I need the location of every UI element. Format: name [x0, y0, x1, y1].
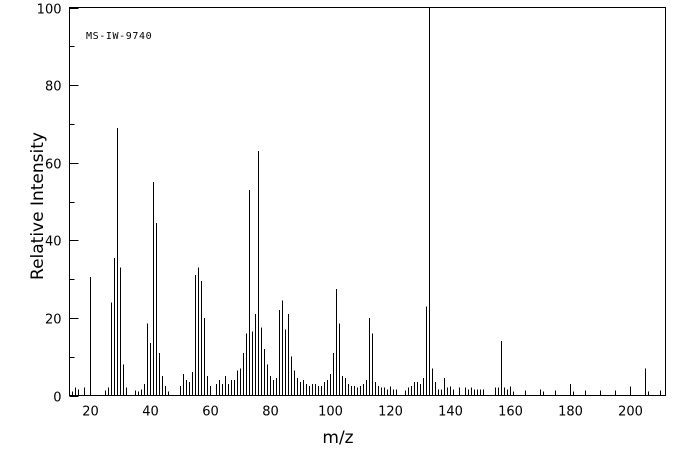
x-tick-label: 100 — [318, 405, 343, 420]
y-tick-label: 100 — [37, 3, 62, 18]
y-tick-label: 20 — [45, 313, 62, 328]
plot-frame — [69, 7, 666, 396]
spectrum-annotation: MS-IW-9740 — [86, 31, 153, 42]
y-axis-label: Relative Intensity — [28, 132, 48, 280]
peak-group — [72, 7, 661, 396]
x-tick-label: 180 — [558, 405, 583, 420]
y-tick-label: 60 — [45, 158, 62, 173]
x-tick-label: 60 — [202, 405, 219, 420]
x-tick-label: 200 — [618, 405, 643, 420]
x-tick-label: 20 — [82, 405, 99, 420]
y-tick-label: 0 — [53, 391, 61, 406]
x-axis-label: m/z — [322, 428, 354, 448]
x-tick-label: 140 — [438, 405, 463, 420]
x-tick-label: 120 — [378, 405, 403, 420]
x-tick-label: 160 — [498, 405, 523, 420]
y-tick-label: 80 — [45, 80, 62, 95]
y-tick-label: 40 — [45, 235, 62, 250]
x-tick-label: 80 — [262, 405, 279, 420]
x-tick-label: 40 — [142, 405, 159, 420]
